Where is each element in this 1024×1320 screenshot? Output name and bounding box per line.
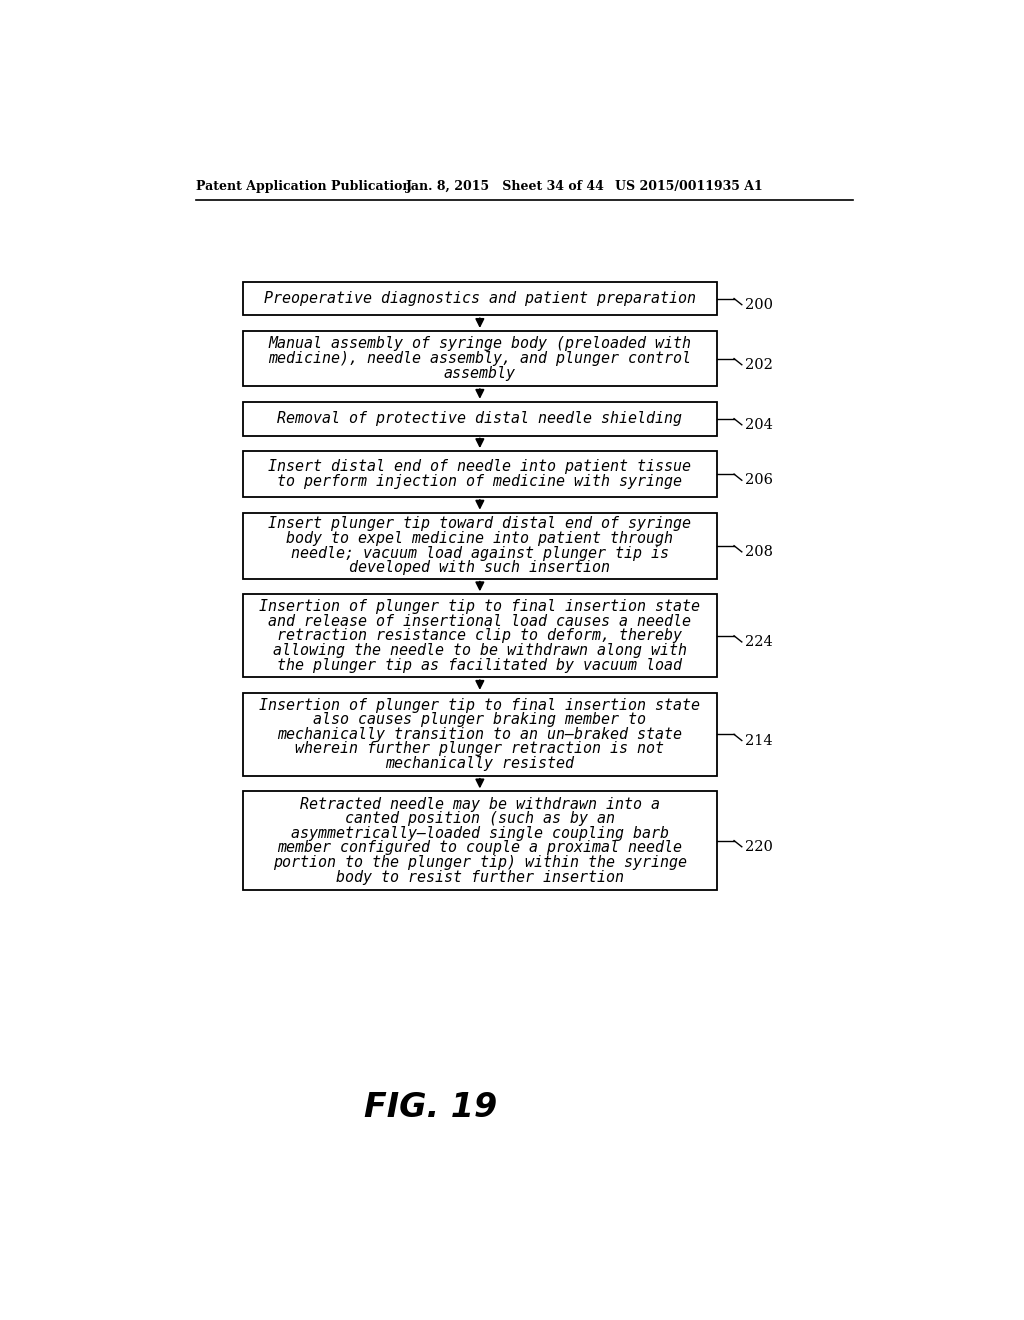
Bar	[243, 451, 717, 498]
Text: Insertion of plunger tip to final insertion state: Insertion of plunger tip to final insert…	[259, 599, 700, 614]
Text: US 2015/0011935 A1: US 2015/0011935 A1	[614, 181, 763, 194]
Text: Insert distal end of needle into patient tissue: Insert distal end of needle into patient…	[268, 459, 691, 474]
Text: wherein further plunger retraction is not: wherein further plunger retraction is no…	[295, 742, 665, 756]
Text: 224: 224	[744, 635, 773, 649]
Text: allowing the needle to be withdrawn along with: allowing the needle to be withdrawn alon…	[272, 643, 687, 657]
Text: retraction resistance clip to deform, thereby: retraction resistance clip to deform, th…	[278, 628, 682, 643]
Text: FIG. 19: FIG. 19	[364, 1090, 497, 1123]
Bar	[243, 331, 717, 387]
Text: 202: 202	[744, 358, 773, 372]
Bar	[243, 693, 717, 776]
Text: member configured to couple a proximal needle: member configured to couple a proximal n…	[278, 841, 682, 855]
Text: 204: 204	[744, 418, 773, 432]
Text: developed with such insertion: developed with such insertion	[349, 560, 610, 576]
Text: to perform injection of medicine with syringe: to perform injection of medicine with sy…	[278, 474, 682, 488]
Text: assembly: assembly	[443, 366, 516, 380]
Text: Retracted needle may be withdrawn into a: Retracted needle may be withdrawn into a	[300, 796, 659, 812]
Text: portion to the plunger tip) within the syringe: portion to the plunger tip) within the s…	[272, 855, 687, 870]
Text: 200: 200	[744, 298, 773, 312]
Text: and release of insertional load causes a needle: and release of insertional load causes a…	[268, 614, 691, 628]
Text: Manual assembly of syringe body (preloaded with: Manual assembly of syringe body (preload…	[268, 337, 691, 351]
Text: body to expel medicine into patient through: body to expel medicine into patient thro…	[287, 531, 674, 546]
Text: needle; vacuum load against plunger tip is: needle; vacuum load against plunger tip …	[291, 545, 669, 561]
Text: 208: 208	[744, 545, 773, 558]
Text: mechanically resisted: mechanically resisted	[385, 756, 574, 771]
Text: 214: 214	[744, 734, 772, 747]
Text: also causes plunger braking member to: also causes plunger braking member to	[313, 713, 646, 727]
Text: Jan. 8, 2015   Sheet 34 of 44: Jan. 8, 2015 Sheet 34 of 44	[406, 181, 604, 194]
Bar	[243, 401, 717, 436]
Text: Patent Application Publication: Patent Application Publication	[197, 181, 412, 194]
Text: body to resist further insertion: body to resist further insertion	[336, 870, 624, 884]
Text: the plunger tip as facilitated by vacuum load: the plunger tip as facilitated by vacuum…	[278, 657, 682, 673]
Bar	[243, 281, 717, 315]
Bar	[243, 594, 717, 677]
Text: Insertion of plunger tip to final insertion state: Insertion of plunger tip to final insert…	[259, 697, 700, 713]
Text: 220: 220	[744, 840, 773, 854]
Text: medicine), needle assembly, and plunger control: medicine), needle assembly, and plunger …	[268, 351, 691, 366]
Bar	[243, 792, 717, 890]
Text: canted position (such as by an: canted position (such as by an	[345, 812, 614, 826]
Bar	[243, 512, 717, 579]
Text: Insert plunger tip toward distal end of syringe: Insert plunger tip toward distal end of …	[268, 516, 691, 531]
Text: Preoperative diagnostics and patient preparation: Preoperative diagnostics and patient pre…	[264, 290, 696, 306]
Text: asymmetrically–loaded single coupling barb: asymmetrically–loaded single coupling ba…	[291, 826, 669, 841]
Text: 206: 206	[744, 474, 773, 487]
Text: mechanically transition to an un–braked state: mechanically transition to an un–braked …	[278, 727, 682, 742]
Text: Removal of protective distal needle shielding: Removal of protective distal needle shie…	[278, 411, 682, 426]
